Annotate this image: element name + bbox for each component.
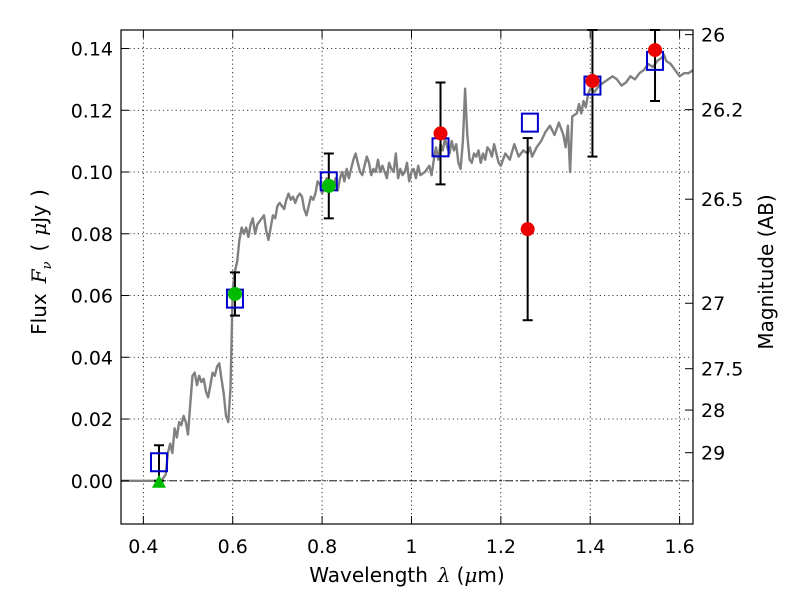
observed-flux-marker	[520, 222, 535, 237]
observed-flux-marker	[648, 43, 663, 58]
x-tick-label: 0.6	[218, 536, 248, 558]
y-axis-unit-open: (	[27, 244, 51, 252]
magnitude-tick-label: 27	[701, 293, 725, 315]
x-axis-unit-mu: μ	[464, 563, 477, 587]
x-axis-unit-open: (	[457, 563, 465, 587]
magnitude-tick-label: 28	[701, 400, 725, 422]
y-tick-label: 0.14	[71, 39, 113, 61]
spectrum-group	[121, 53, 694, 482]
magnitude-tick-label: 26	[701, 25, 725, 47]
y-tick-label: 0.08	[71, 224, 113, 246]
markers	[149, 43, 665, 488]
x-tick-label: 0.4	[128, 536, 158, 558]
y-tick-label: 0.02	[71, 409, 113, 431]
y-tick-label: 0.00	[71, 471, 113, 493]
magnitude-tick-label: 27.5	[701, 359, 743, 381]
y-axis-unit-mu: μ	[27, 223, 51, 236]
y-tick-label: 0.04	[71, 347, 113, 369]
magnitude-tick-label: 26.5	[701, 189, 743, 211]
x-tick-label: 1.2	[486, 536, 516, 558]
model-flux-marker	[149, 452, 168, 473]
plot-frame	[120, 29, 694, 525]
y-tick-labels: 0.00 0.02 0.04 0.06 0.08 0.10 0.12 0.14	[71, 39, 113, 493]
x-axis-label-symbol: λ	[437, 563, 451, 587]
x-tick-label: 1.6	[664, 536, 694, 558]
y-axis-label-text: Flux	[27, 293, 51, 335]
axis-ticks	[121, 30, 693, 524]
magnitude-axis-label: Magnitude (AB)	[754, 194, 778, 349]
x-axis-label-text: Wavelength	[309, 563, 428, 587]
x-tick-labels: 0.4 0.6 0.8 1 1.2 1.4 1.6	[128, 536, 694, 558]
x-tick-label: 0.8	[307, 536, 337, 558]
magnitude-tick-label: 29	[701, 443, 725, 465]
spectrum-line	[121, 53, 694, 482]
grid	[121, 30, 693, 524]
observed-flux-marker	[585, 73, 600, 88]
observed-flux-marker	[227, 286, 242, 301]
y-tick-label: 0.10	[71, 162, 113, 184]
observed-flux-marker	[321, 178, 336, 193]
upper-limit-marker	[151, 474, 166, 488]
y-tick-label: 0.06	[71, 286, 113, 308]
plot-area	[121, 30, 693, 524]
y-axis-unit-rest: Jy	[27, 205, 51, 225]
x-axis-unit-rest: m)	[477, 563, 504, 587]
y-axis-label-symbol: F	[27, 268, 51, 284]
x-tick-label: 1	[405, 536, 417, 558]
y-tick-label: 0.12	[71, 100, 113, 122]
y-axis-unit-close: )	[27, 189, 51, 197]
x-tick-label: 1.4	[575, 536, 605, 558]
model-flux-marker	[520, 112, 539, 133]
y-axis-label-subscript: ν	[40, 261, 55, 269]
observed-flux-marker	[433, 126, 448, 141]
magnitude-tick-label: 26.2	[701, 100, 743, 122]
x-axis-label: Wavelength λ (μm)	[309, 563, 504, 587]
y-axis-label: Flux Fν ( μJy)	[27, 189, 55, 335]
magnitude-tick-labels: 26 26.2 26.5 27 27.5 28 29	[701, 25, 743, 465]
